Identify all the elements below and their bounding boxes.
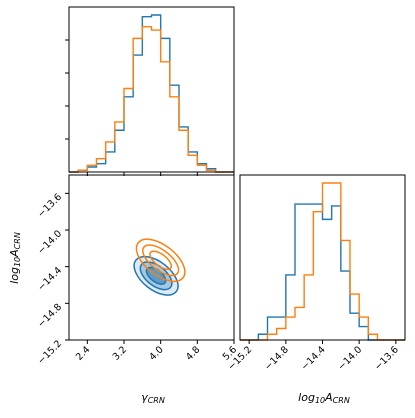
amplitude-hist-x-tick-label-2: −14.4 (299, 344, 327, 372)
contour-series-1-level-1 (142, 244, 180, 277)
y-axis-label-amplitude: log10ACRN (8, 232, 22, 284)
contour-y-tick-label-4: −15.2 (36, 338, 64, 366)
amplitude-hist-x-tick-label-3: −14.0 (336, 344, 364, 372)
amplitude-histogram-panel: −15.2 −14.8 −14.4 −14.0 −13.6 (226, 174, 406, 373)
contour-y-tick-label-0: −13.6 (36, 192, 64, 220)
contour-x-tick-label-3: 4.8 (184, 344, 202, 362)
gamma-hist-frame (68, 6, 235, 173)
contour-x-tick-label-0: 2.4 (74, 344, 92, 362)
contour-y-tick-label-1: −14.0 (36, 228, 64, 256)
contour-frame (68, 174, 235, 341)
amplitude-hist-series-1-step (240, 182, 405, 341)
contour-y-tick-label-3: −14.8 (36, 302, 64, 330)
amplitude-hist-x-tick-label-4: −13.6 (373, 344, 401, 372)
contour-series-1-level-0 (135, 238, 186, 283)
amplitude-hist-series-0-step (240, 203, 405, 341)
x-axis-label-gamma: γCRN (141, 391, 165, 405)
contour-x-tick-label-2: 4.0 (147, 344, 165, 362)
x-axis-label-amplitude: log10ACRN (298, 391, 350, 405)
contour-series-1-level-2 (149, 250, 173, 271)
gamma-histogram-panel (65, 6, 235, 176)
amplitude-hist-x-tick-label-1: −14.8 (263, 344, 291, 372)
gamma-hist-series-1-step (69, 25, 234, 173)
contour-x-tick-label-1: 3.2 (111, 344, 129, 362)
contour-panel: 2.4 3.2 4.0 4.8 5.6−13.6−14.0−14.4−14.8−15.2 (36, 174, 239, 367)
gamma-hist-series-0-step (69, 14, 234, 173)
contour-y-tick-label-2: −14.4 (36, 265, 64, 293)
